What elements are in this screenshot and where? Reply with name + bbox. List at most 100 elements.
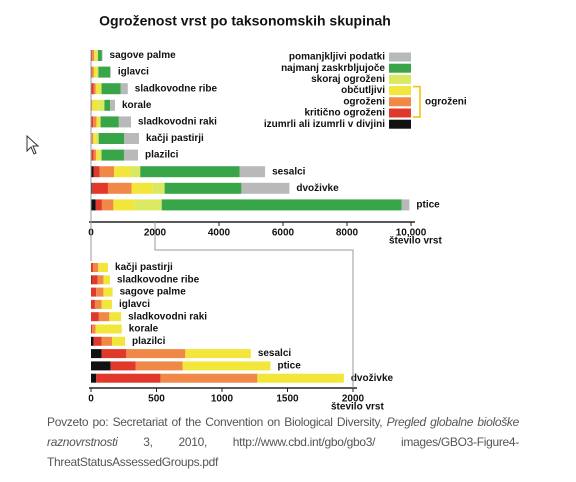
bar-segment	[104, 99, 111, 111]
bar-segment	[93, 336, 102, 346]
bar-segment	[91, 66, 94, 78]
x-axis-label: število vrst	[389, 236, 442, 247]
bar-segment	[110, 66, 111, 78]
category-label: sladkovodne ribe	[117, 274, 200, 285]
category-label: sladkovodni raki	[138, 117, 217, 128]
legend-swatch	[389, 74, 411, 84]
bar-segment	[94, 299, 102, 309]
bar-segment	[113, 199, 135, 211]
bar-segment	[95, 83, 99, 95]
category-label: sladkovodne ribe	[135, 83, 218, 94]
bar-segment	[101, 149, 124, 161]
bar-segment	[100, 116, 119, 128]
bar-segment	[130, 166, 141, 178]
bar-segment	[152, 182, 165, 194]
bar-segment	[91, 349, 102, 359]
bar-segment	[98, 263, 109, 272]
bar-segment	[96, 149, 100, 161]
bar-segment	[93, 133, 96, 144]
chart-title: Ogroženost vrst po taksonomskih skupinah	[99, 13, 391, 29]
bar-segment	[107, 182, 132, 194]
bar-segment	[95, 324, 122, 334]
bar-segment	[111, 336, 126, 346]
bar-segment	[91, 361, 111, 371]
legend-label: izumrli ali izumrli v divjini	[264, 119, 385, 130]
bar-segment	[91, 275, 92, 285]
bar-segment	[99, 166, 115, 178]
x-tick-label: 2000	[342, 394, 365, 405]
bar-segment	[101, 349, 127, 359]
bar-segment	[109, 312, 122, 322]
legend-swatch	[389, 108, 411, 118]
category-label: plazilci	[132, 336, 166, 347]
bar-segment	[161, 199, 402, 211]
caption: Povzeto po: Secretariat of the Conventio…	[47, 412, 519, 472]
bar-segment	[92, 182, 108, 194]
category-label: plazilci	[145, 150, 179, 161]
category-label: sesalci	[258, 348, 292, 359]
bar-segment	[91, 116, 94, 128]
bar-segment	[91, 166, 94, 178]
category-label: sesalci	[272, 166, 306, 177]
x-tick-label: 10,000	[396, 228, 427, 239]
bar-segment	[103, 275, 110, 285]
x-tick-label: 1500	[276, 394, 299, 405]
category-label: iglavci	[119, 299, 150, 310]
bar-segment	[98, 50, 102, 61]
bar-segment	[239, 166, 266, 178]
bar-segment	[99, 149, 102, 161]
bar-segment	[96, 66, 99, 78]
category-label: dvoživke	[296, 183, 339, 194]
connector	[154, 222, 354, 388]
category-label: kačji pastirji	[115, 262, 173, 273]
bar-segment	[98, 133, 125, 144]
bar-segment	[91, 336, 94, 346]
bar-segment	[91, 275, 98, 285]
bar-segment	[110, 99, 115, 111]
bar-segment	[101, 199, 114, 211]
bar-segment	[91, 182, 93, 194]
bar-segment	[99, 116, 101, 128]
bar-segment	[91, 133, 94, 144]
bar-segment	[99, 83, 102, 95]
bar-segment	[92, 263, 99, 272]
category-label: sagove palme	[110, 50, 177, 61]
x-tick-label: 0	[88, 394, 94, 405]
bar-segment	[101, 50, 103, 61]
bar-segment	[110, 361, 136, 371]
category-label: dvoživke	[351, 373, 394, 384]
bar-segment	[120, 83, 128, 95]
x-tick-label: 4000	[208, 228, 231, 239]
bar-segment	[96, 50, 99, 61]
legend-swatch	[389, 52, 411, 62]
bar-segment	[164, 182, 242, 194]
category-label: ptice	[416, 200, 440, 211]
x-tick-label: 1000	[211, 394, 234, 405]
bar-segment	[123, 149, 139, 161]
bar-segment	[96, 373, 161, 383]
bar-segment	[93, 66, 97, 78]
legend-label: najmanj zaskrbljujoče	[281, 63, 385, 74]
legend-label: ogroženi	[343, 96, 385, 107]
bar-segment	[91, 299, 95, 309]
bar-segment	[93, 166, 100, 178]
bar-segment	[96, 287, 104, 297]
bar-segment	[92, 324, 96, 334]
bar-segment	[96, 116, 100, 128]
bar-segment	[92, 99, 99, 111]
category-label: korale	[122, 100, 152, 111]
category-label: ptice	[277, 361, 301, 372]
bar-segment	[91, 149, 94, 161]
bar-segment	[131, 182, 153, 194]
bar-segment	[91, 50, 93, 61]
category-label: iglavci	[118, 67, 149, 78]
bar-segment	[98, 312, 110, 322]
bar-segment	[91, 99, 93, 111]
bar-segment	[114, 166, 131, 178]
bar-segment	[134, 199, 162, 211]
bar-segment	[101, 336, 112, 346]
cursor	[26, 134, 40, 155]
bar-segment	[91, 373, 97, 383]
chart: Ogroženost vrst po taksonomskih skupinah…	[26, 13, 467, 410]
